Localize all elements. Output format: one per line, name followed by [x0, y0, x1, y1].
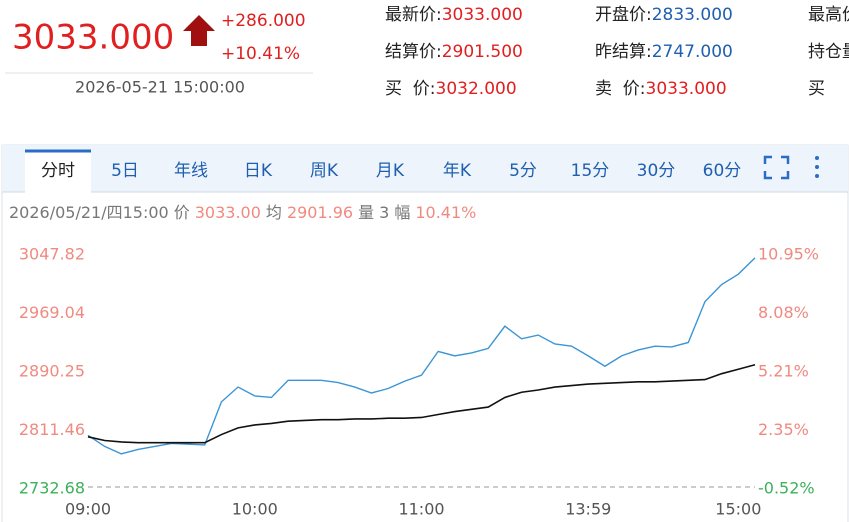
quote-label: 卖 价:: [595, 79, 646, 99]
tab[interactable]: 周K: [310, 161, 339, 181]
x-tick-label: 13:59: [565, 500, 611, 519]
info-avg: 2901.96: [287, 203, 353, 222]
quote-item: 昨结算:2747.000: [595, 42, 733, 62]
info-vol-label: 量: [358, 203, 374, 222]
tab[interactable]: 5日: [111, 161, 139, 181]
quote-value: 2833.000: [652, 5, 733, 25]
quote-time: 2026-05-21 15:00:00: [75, 78, 245, 97]
quote-value: 3032.000: [436, 79, 517, 99]
info-time: 2026/05/21/四15:00: [9, 203, 169, 222]
info-amp: 10.41%: [415, 203, 476, 222]
tab[interactable]: 30分: [637, 161, 676, 181]
tab[interactable]: 年线: [174, 161, 208, 181]
quote-value: 3033.000: [646, 79, 727, 99]
info-vol: 3: [379, 203, 389, 222]
up-arrow: [183, 15, 215, 46]
x-tick-label: 10:00: [232, 500, 278, 519]
tab[interactable]: 60分: [703, 161, 742, 181]
change-pct: +10.41%: [221, 44, 300, 64]
chart: 3047.82 2969.04 2890.25 2811.46 2732.68 10.95…: [19, 245, 819, 519]
y-tick-label: 2969.04: [19, 303, 85, 322]
y2-tick-label: -0.52%: [758, 479, 815, 498]
y2-tick-label: 5.21%: [758, 362, 809, 381]
tab[interactable]: 5分: [509, 161, 537, 181]
quote-item: 最新价:3033.000: [385, 5, 523, 25]
info-price: 3033.00: [195, 203, 261, 222]
quote-item: 最高价: [808, 5, 849, 25]
fullscreen-icon[interactable]: [763, 155, 790, 180]
tab[interactable]: 分时: [41, 161, 75, 181]
tab[interactable]: 日K: [244, 161, 273, 181]
quote-label: 结算价:: [385, 42, 442, 62]
quote-value: 2747.000: [652, 42, 733, 62]
quote-value: 2901.500: [442, 42, 523, 62]
series-line: [87, 257, 756, 455]
info-price-label: 价: [174, 203, 190, 222]
quote-item: 结算价:2901.500: [385, 42, 523, 62]
y-tick-label: 2890.25: [19, 362, 85, 381]
y-tick-label: 2811.46: [19, 420, 85, 439]
info-avg-label: 均: [266, 203, 282, 222]
quote-item: 买: [808, 79, 825, 99]
quote-label: 昨结算:: [595, 42, 652, 62]
last-price: 3033.000: [12, 18, 174, 58]
quote-item: 开盘价:2833.000: [595, 5, 733, 25]
y-tick-label: 3047.82: [19, 245, 85, 264]
y2-tick-label: 10.95%: [758, 245, 819, 264]
info-text: 2026/05/21/四15:00 价 3033.00 均 2901.96 量 3 幅 10.4…: [9, 203, 476, 222]
y2-tick-label: 2.35%: [758, 420, 809, 439]
tab[interactable]: 年K: [443, 161, 472, 181]
active-tab-bg: [25, 150, 91, 193]
quote-label: 开盘价:: [595, 5, 652, 25]
tab[interactable]: 月K: [376, 161, 405, 181]
quote-label: 买 价:: [385, 79, 436, 99]
change: +286.000: [221, 11, 306, 31]
y-tick-label: 2732.68: [19, 479, 85, 498]
quote-label: 持仓量: [808, 42, 849, 62]
tabs: 分时 5日 年线 日K 周K 月K 年K 5分 15分 30分 60分: [41, 161, 741, 181]
more-icon[interactable]: [815, 156, 819, 178]
y2-tick-label: 8.08%: [758, 303, 809, 322]
info-amp-label: 幅: [394, 203, 410, 222]
quote-label: 买: [808, 79, 825, 99]
x-tick-label: 11:00: [398, 500, 444, 519]
quote-label: 最高价: [808, 5, 849, 25]
x-tick-label: 09:00: [65, 500, 111, 519]
quote-value: 3033.000: [442, 5, 523, 25]
quote-grid: 最新价:3033.000开盘价:2833.000最高价结算价:2901.500昨…: [385, 5, 849, 99]
quote-item: 买 价:3032.000: [385, 79, 517, 99]
x-tick-label: 15:00: [715, 500, 761, 519]
tab[interactable]: 15分: [571, 161, 610, 181]
quote-item: 卖 价:3033.000: [595, 79, 727, 99]
series-line: [87, 363, 756, 444]
quote-label: 最新价:: [385, 5, 442, 25]
quote-item: 持仓量: [808, 42, 849, 62]
info-line: 2026/05/21/四15:00 价 3033.00 均 2901.96 量 3 幅 10.4…: [9, 203, 476, 222]
tab-bar: [2, 145, 848, 192]
